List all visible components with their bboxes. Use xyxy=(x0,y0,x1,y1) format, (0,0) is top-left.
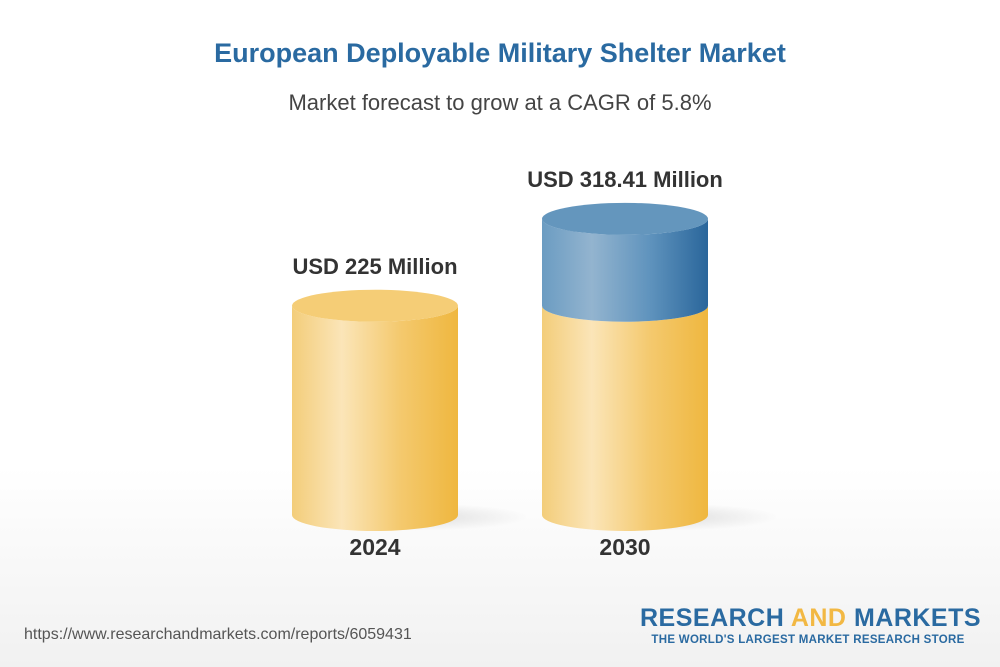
cylinder-top-2024 xyxy=(292,289,458,322)
x-tick-label: 2024 xyxy=(349,534,400,560)
research-and-markets-logo: RESEARCH AND MARKETS THE WORLD'S LARGEST… xyxy=(640,604,982,646)
data-label: USD 225 Million xyxy=(292,254,457,279)
cylinder-top-2030 xyxy=(542,202,708,235)
cylinder-body-2024 xyxy=(292,305,458,531)
chart-title: European Deployable Military Shelter Mar… xyxy=(214,38,786,68)
x-tick-label: 2030 xyxy=(599,534,650,560)
cylinder-base-segment-2030 xyxy=(542,305,708,531)
data-label: USD 318.41 Million xyxy=(527,167,723,192)
cylinder-growth-segment-2030 xyxy=(542,218,708,322)
report-url[interactable]: https://www.researchandmarkets.com/repor… xyxy=(24,626,412,643)
chart-subtitle: Market forecast to grow at a CAGR of 5.8… xyxy=(288,90,712,115)
